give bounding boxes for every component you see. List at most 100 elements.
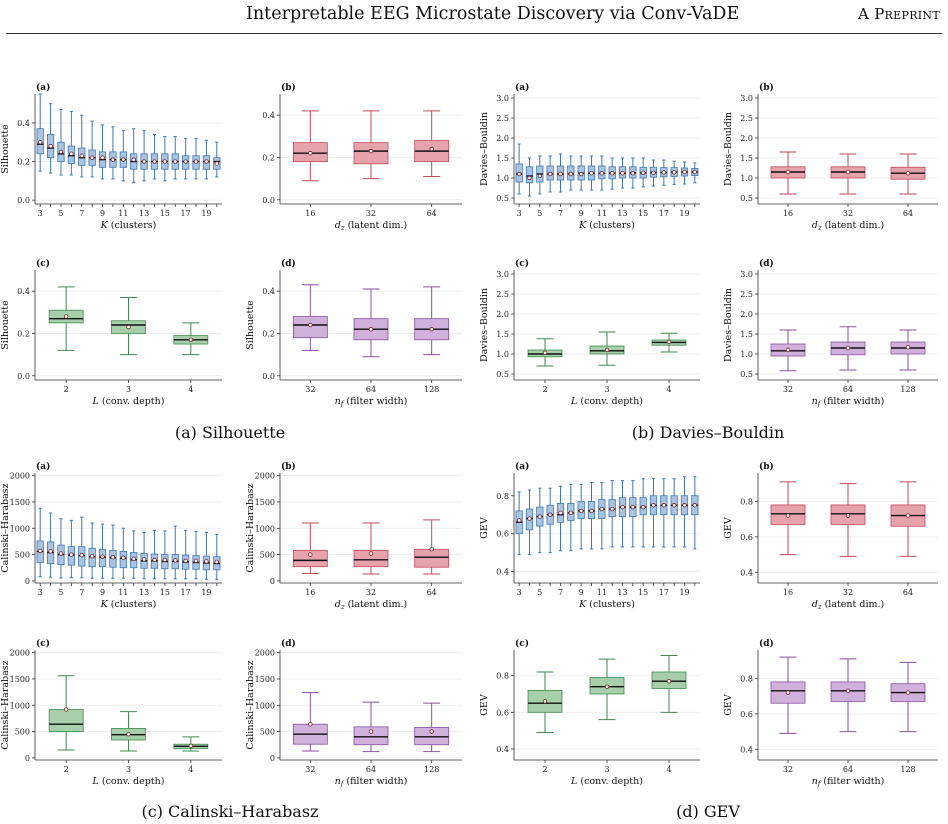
panel-label: (a) — [515, 82, 529, 93]
mean-marker — [558, 510, 563, 516]
x-tick-label: 32 — [843, 209, 853, 218]
x-axis-label: dz (latent dim.) — [812, 220, 884, 232]
mean-marker — [905, 513, 911, 518]
y-tick-label: 1.0 — [740, 174, 753, 183]
mean-marker — [368, 551, 374, 556]
mean-marker — [558, 171, 563, 177]
mean-marker — [126, 324, 131, 330]
x-tick-label: 32 — [783, 385, 793, 394]
y-tick-label: 2000 — [10, 472, 30, 481]
mean-marker — [188, 743, 194, 748]
x-axis-label: K (clusters) — [100, 599, 157, 610]
mean-marker — [308, 722, 313, 727]
mean-marker — [845, 513, 851, 518]
x-axis-label: dz (latent dim.) — [812, 599, 884, 611]
mean-marker — [162, 557, 168, 563]
x-tick-label: 7 — [558, 209, 563, 218]
y-tick-label: 0 — [25, 754, 30, 763]
box — [414, 548, 450, 568]
mean-marker — [651, 503, 656, 508]
x-tick-label: 3 — [38, 588, 43, 597]
x-axis-label: L (conv. depth) — [92, 776, 165, 787]
mean-marker — [599, 506, 605, 512]
y-tick-label: 0.5 — [496, 370, 509, 379]
panel-label: (d) — [281, 258, 296, 269]
mean-marker — [845, 169, 851, 175]
x-tick-label: 5 — [537, 209, 542, 218]
x-tick-label: 17 — [181, 209, 191, 218]
mean-marker — [204, 559, 209, 564]
mean-marker — [640, 170, 646, 175]
mean-marker — [308, 322, 313, 328]
y-tick-label: 0.5 — [740, 370, 753, 379]
x-tick-label: 128 — [424, 385, 439, 394]
y-tick-label: 500 — [15, 728, 30, 737]
mean-marker — [131, 157, 136, 162]
x-tick-label: 32 — [305, 765, 315, 774]
x-tick-label: 7 — [79, 588, 84, 597]
x-tick-label: 11 — [118, 588, 128, 597]
x-tick-label: 64 — [366, 385, 376, 394]
mean-marker — [599, 170, 605, 176]
mean-marker — [69, 552, 74, 557]
y-axis-label: Davies–Bouldin — [479, 288, 490, 362]
mean-marker — [63, 707, 69, 712]
x-tick-label: 9 — [100, 209, 105, 218]
mean-marker — [126, 732, 131, 737]
x-tick-label: 3 — [517, 588, 522, 597]
x-tick-label: 128 — [424, 765, 439, 774]
y-axis-label: Calinski–Harabasz — [245, 483, 256, 572]
y-tick-label: 1500 — [10, 498, 30, 507]
x-tick-label: 32 — [366, 588, 376, 597]
x-axis-label: L (conv. depth) — [570, 396, 643, 407]
mean-marker — [429, 327, 434, 332]
x-tick-label: 16 — [305, 588, 315, 597]
y-tick-label: 0.0 — [17, 372, 30, 381]
y-tick-label: 0.8 — [496, 492, 509, 501]
mean-marker — [368, 729, 374, 734]
y-tick-label: 0.6 — [496, 708, 509, 717]
x-tick-label: 7 — [558, 588, 563, 597]
mean-marker — [173, 558, 178, 563]
panel-label: (d) — [759, 638, 774, 649]
mean-marker — [666, 678, 672, 684]
panel-label: (c) — [36, 258, 50, 269]
x-tick-label: 15 — [638, 209, 648, 218]
x-axis-label: nf (filter width) — [812, 776, 885, 788]
mean-marker — [609, 170, 615, 176]
x-tick-label: 3 — [126, 765, 131, 774]
x-tick-label: 128 — [900, 765, 915, 774]
mean-marker — [609, 506, 615, 512]
x-tick-label: 3 — [604, 765, 609, 774]
x-tick-label: 19 — [679, 209, 689, 218]
y-tick-label: 0.8 — [740, 497, 753, 506]
y-tick-label: 2.5 — [496, 114, 509, 123]
x-tick-label: 11 — [118, 209, 128, 218]
y-tick-label: 1.0 — [496, 174, 509, 183]
mean-marker — [110, 555, 116, 560]
x-tick-label: 19 — [679, 588, 689, 597]
x-tick-label: 11 — [597, 588, 607, 597]
mean-marker — [640, 504, 646, 510]
x-tick-label: 15 — [160, 588, 170, 597]
mean-marker — [368, 148, 374, 154]
y-tick-label: 0.4 — [496, 568, 509, 577]
mean-marker — [604, 347, 610, 353]
mean-marker — [671, 503, 677, 508]
mean-marker — [527, 516, 532, 521]
mean-marker — [905, 345, 911, 350]
mean-marker — [542, 699, 548, 704]
y-tick-label: 3.0 — [496, 270, 509, 279]
mean-marker — [69, 151, 74, 157]
y-tick-label: 1.5 — [740, 330, 753, 339]
x-tick-label: 64 — [427, 209, 437, 218]
y-tick-label: 0.4 — [740, 568, 753, 577]
mean-marker — [542, 350, 548, 355]
panel-label: (b) — [281, 82, 296, 93]
box — [414, 726, 450, 746]
mean-marker — [537, 173, 543, 179]
mean-marker — [630, 504, 636, 510]
x-tick-label: 32 — [783, 765, 793, 774]
panel-label: (b) — [759, 82, 774, 93]
mean-marker — [516, 171, 522, 177]
